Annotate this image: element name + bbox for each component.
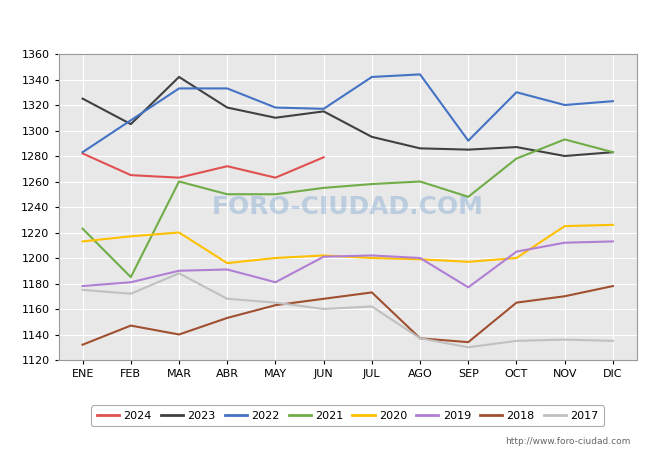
Text: Afiliados en Sant Feliu de Codines a 31/5/2024: Afiliados en Sant Feliu de Codines a 31/… — [138, 15, 512, 30]
Legend: 2024, 2023, 2022, 2021, 2020, 2019, 2018, 2017: 2024, 2023, 2022, 2021, 2020, 2019, 2018… — [91, 405, 604, 427]
Text: FORO-CIUDAD.COM: FORO-CIUDAD.COM — [212, 195, 484, 219]
Text: http://www.foro-ciudad.com: http://www.foro-ciudad.com — [505, 436, 630, 446]
